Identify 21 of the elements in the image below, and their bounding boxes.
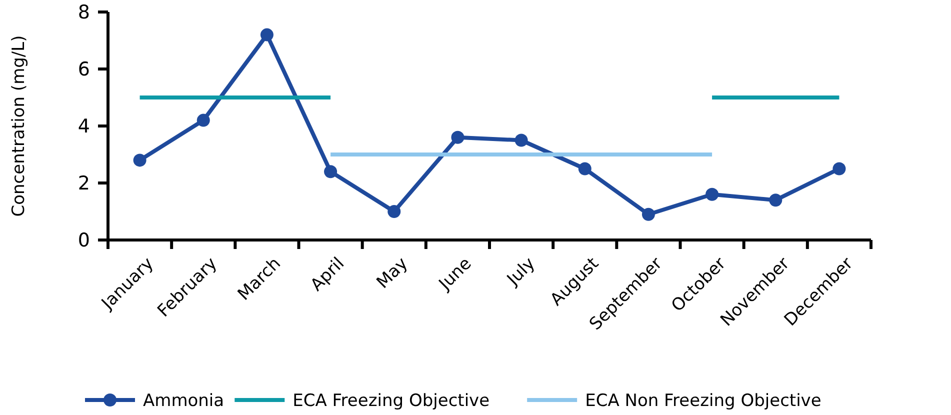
y-tick-label: 6	[78, 58, 90, 81]
y-tick-label: 4	[78, 116, 90, 138]
point	[260, 28, 274, 42]
y-tick-label: 2	[78, 172, 90, 195]
y-axis-title: Concentration (mg/L)	[9, 35, 29, 217]
point	[133, 154, 146, 167]
point	[832, 162, 846, 176]
point	[706, 188, 719, 201]
point	[451, 130, 464, 144]
point	[642, 208, 655, 221]
point	[769, 194, 782, 207]
point	[388, 205, 401, 218]
point	[578, 162, 592, 176]
legend-label: ECA Freezing Objective	[292, 391, 490, 411]
point	[514, 134, 528, 147]
legend-label: Ammonia	[143, 391, 224, 411]
point	[196, 114, 210, 127]
y-tick-label: 8	[78, 2, 90, 24]
legend-label: ECA Non Freezing Objective	[585, 391, 822, 411]
y-tick-label: 0	[78, 230, 90, 252]
point	[324, 165, 338, 178]
